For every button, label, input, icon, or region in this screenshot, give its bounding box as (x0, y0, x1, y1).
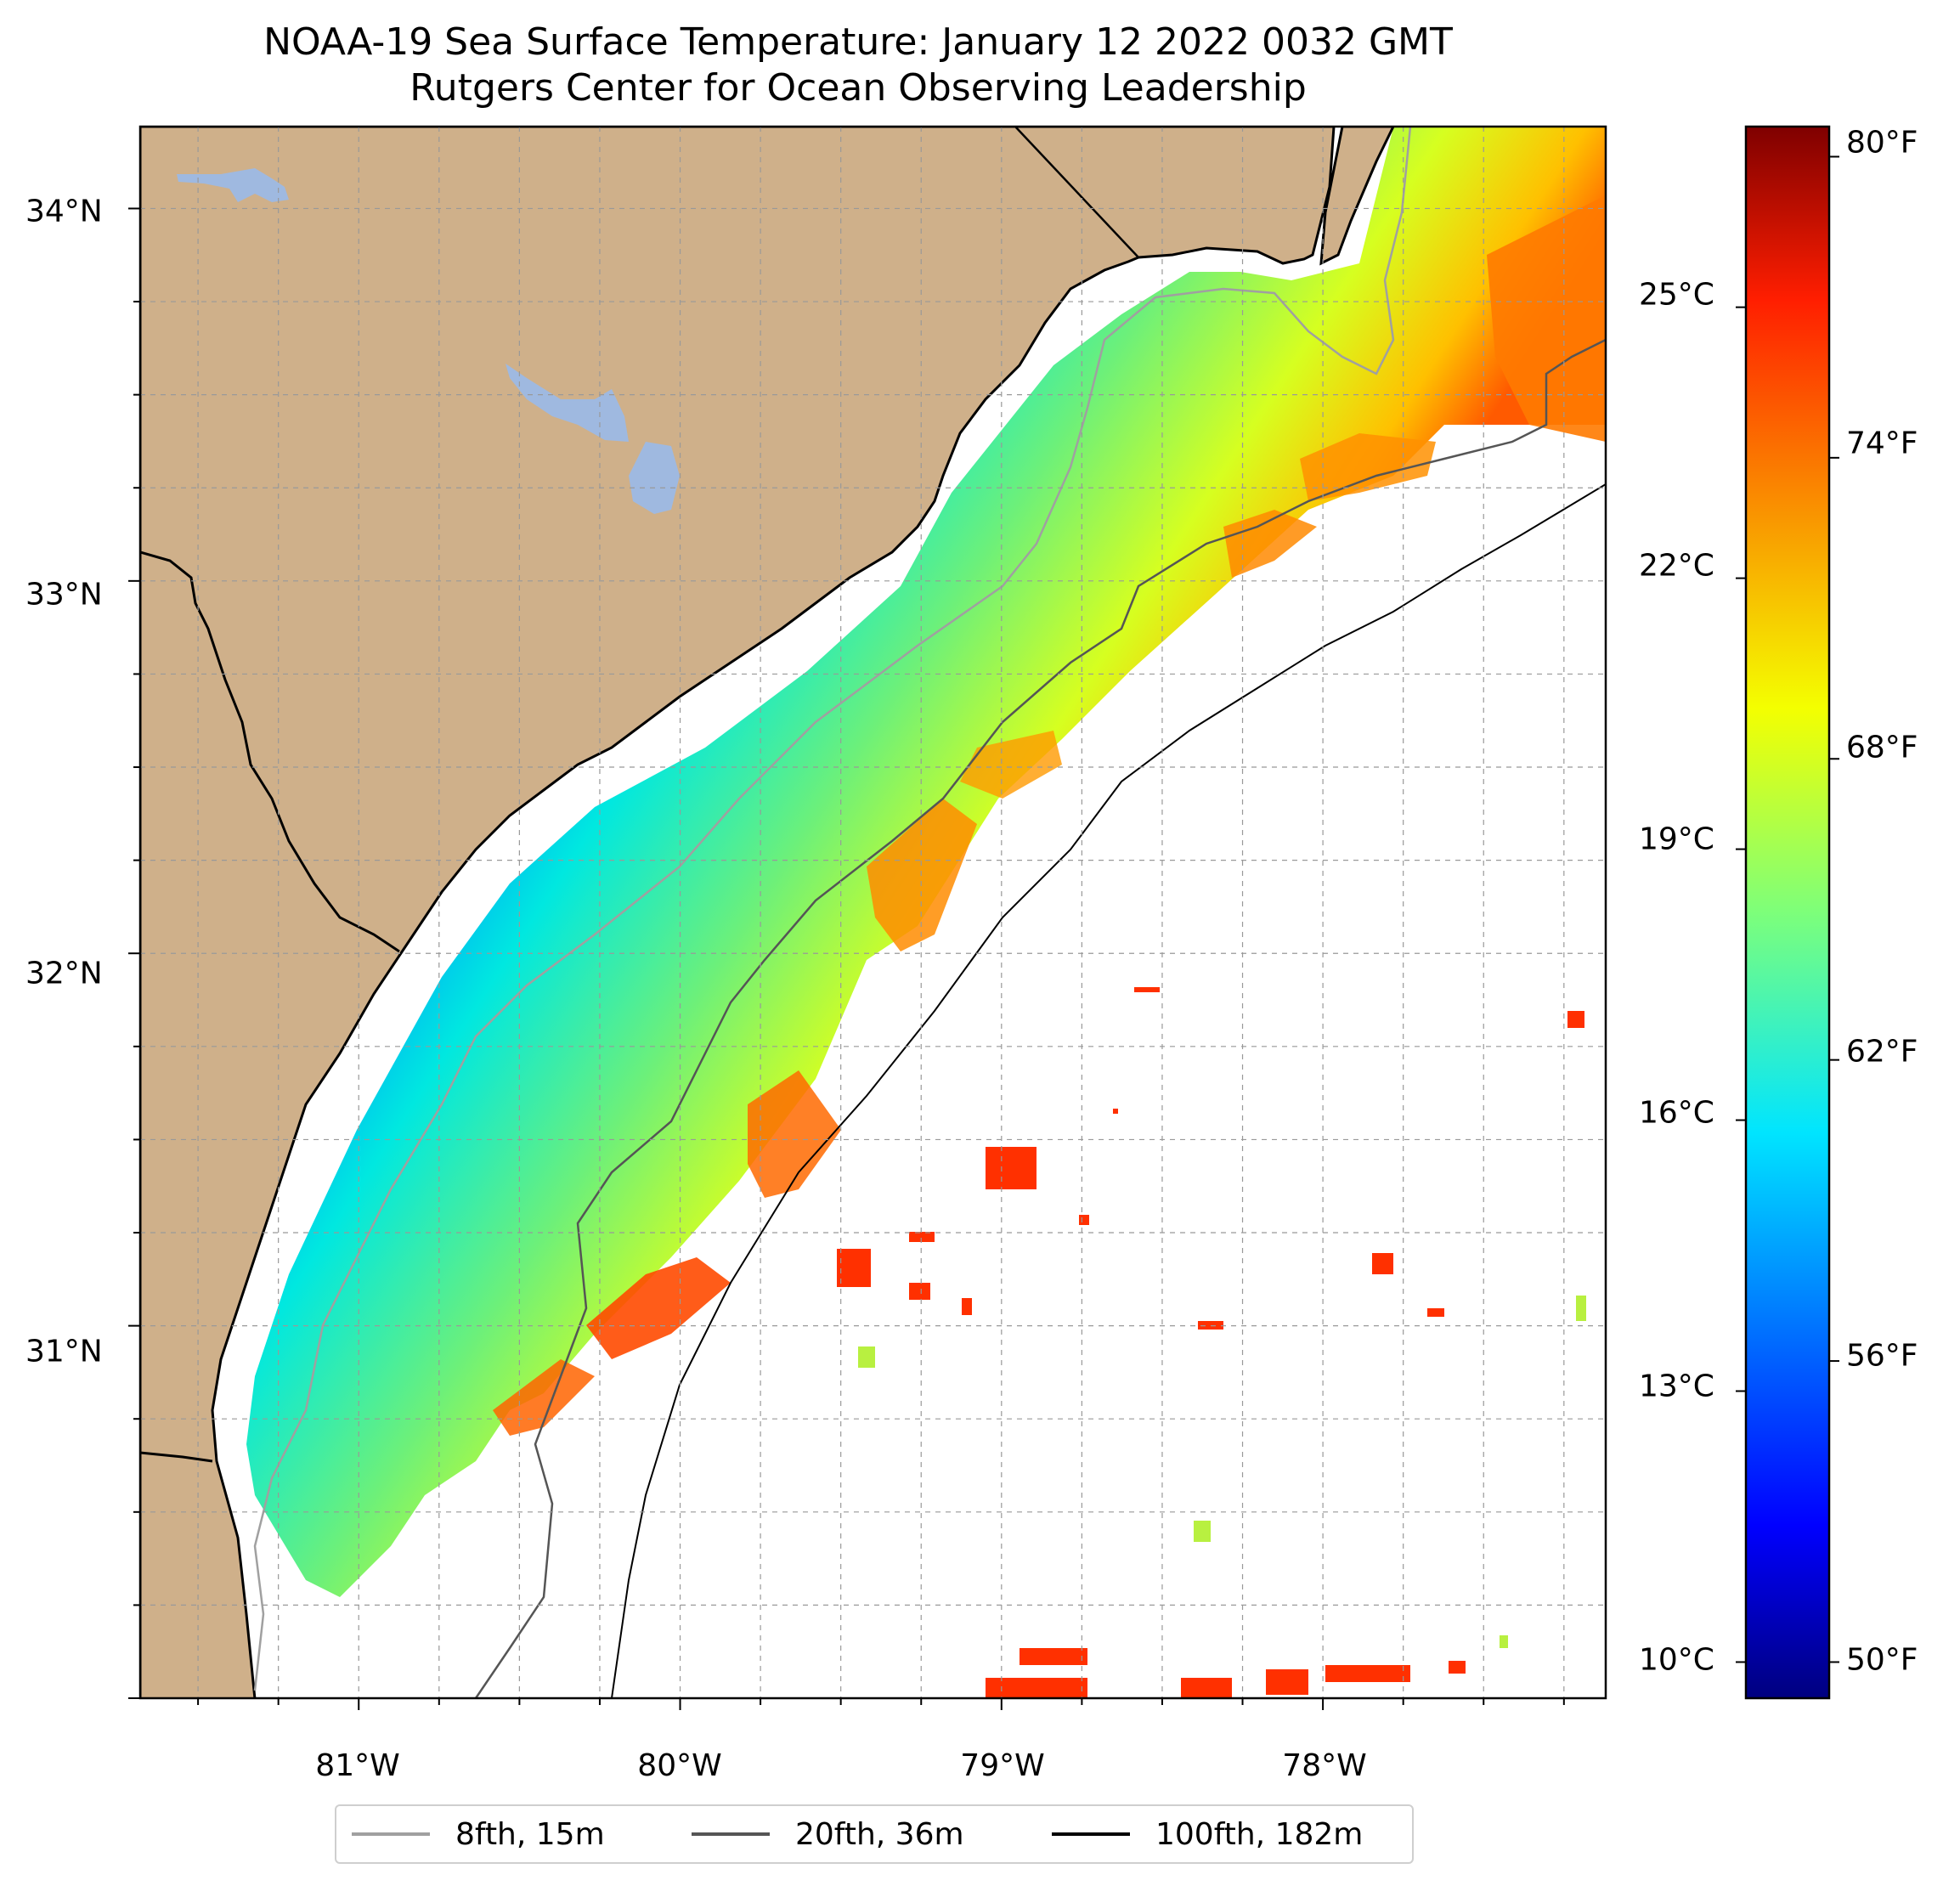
isobath-legend: 8fth, 15m 20fth, 36m 100fth, 182m (335, 1804, 1414, 1864)
colorbar-celsius-label: 25°C (1639, 277, 1714, 313)
lon-label: 78°W (1282, 1748, 1367, 1783)
scattered-warm-pixels (837, 987, 1584, 1698)
colorbar-fahrenheit-label: 56°F (1846, 1338, 1918, 1374)
colorbar (1744, 125, 1831, 1700)
legend-line-20fth (692, 1832, 770, 1836)
lon-label: 80°W (637, 1748, 722, 1783)
legend-line-8fth (352, 1832, 430, 1836)
lat-label: 33°N (25, 577, 103, 613)
legend-item-8fth: 8fth, 15m (352, 1806, 605, 1862)
scattered-cool-pixels (858, 1296, 1586, 1648)
colorbar-fahrenheit-label: 62°F (1846, 1034, 1918, 1070)
isobath-8fth (253, 127, 1412, 1691)
gridlines (140, 127, 1606, 1699)
legend-label: 8fth, 15m (455, 1816, 605, 1852)
lake (177, 168, 289, 202)
isobath-20fth (474, 338, 1606, 1698)
colorbar-celsius-label: 13°C (1639, 1369, 1714, 1404)
land-mass (140, 127, 1336, 1698)
colorbar-fahrenheit-label: 80°F (1846, 125, 1918, 161)
warm-water-patch (1223, 510, 1317, 578)
state-border (1014, 127, 1139, 258)
chart-title-line2: Rutgers Center for Ocean Observing Leade… (410, 66, 1307, 110)
warm-water-patch (1487, 195, 1606, 442)
warm-water-patch (960, 731, 1062, 799)
colorbar-celsius-label: 22°C (1639, 548, 1714, 584)
lon-label: 81°W (315, 1748, 400, 1783)
warm-water-patch (586, 1257, 731, 1359)
warm-water-patch (493, 1359, 595, 1436)
chart-title-line1: NOAA-19 Sea Surface Temperature: January… (263, 20, 1453, 64)
warm-water-patch (748, 1070, 841, 1198)
legend-line-100fth (1052, 1832, 1130, 1836)
legend-label: 20fth, 36m (795, 1816, 964, 1852)
state-border (140, 550, 400, 953)
colorbar-celsius-label: 16°C (1639, 1095, 1714, 1131)
lat-label: 34°N (25, 194, 103, 229)
lat-label: 32°N (25, 956, 103, 991)
land-mass-ne (1319, 127, 1395, 266)
colorbar-fahrenheit-label: 74°F (1846, 426, 1918, 461)
lake (506, 364, 629, 442)
map-content (140, 127, 1606, 1698)
colorbar-ticks (1736, 155, 1839, 1663)
lon-label: 79°W (960, 1748, 1045, 1783)
lat-label: 31°N (25, 1334, 103, 1369)
legend-label: 100fth, 182m (1155, 1816, 1364, 1852)
axis-tick-marks (128, 207, 1565, 1710)
lake (629, 442, 680, 514)
legend-item-100fth: 100fth, 182m (1052, 1806, 1363, 1862)
colorbar-fahrenheit-label: 50°F (1846, 1642, 1918, 1678)
colorbar-fahrenheit-label: 68°F (1846, 730, 1918, 765)
warm-water-patch (867, 799, 977, 951)
state-border (140, 1451, 213, 1463)
colorbar-celsius-label: 19°C (1639, 821, 1714, 857)
map-frame (138, 125, 1607, 1700)
warm-water-patch (1300, 433, 1436, 501)
colorbar-celsius-label: 10°C (1639, 1642, 1714, 1678)
legend-item-20fth: 20fth, 36m (692, 1806, 964, 1862)
